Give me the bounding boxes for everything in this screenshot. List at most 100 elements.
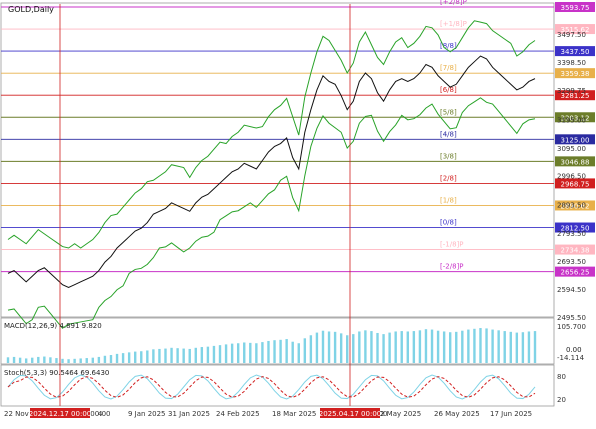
price-tick-label: 3398.50	[557, 59, 586, 67]
macd-bar	[152, 349, 155, 363]
macd-bar	[412, 331, 416, 363]
murrey-level-label: [5/8]	[440, 108, 457, 116]
macd-bar	[37, 356, 40, 363]
macd-bar	[91, 357, 95, 363]
macd-bar	[442, 331, 446, 363]
macd-bar	[448, 332, 452, 363]
macd-bar	[79, 358, 82, 363]
macd-bar	[455, 331, 458, 363]
macd-bar	[533, 331, 537, 363]
stoch-label: Stoch(5,3,3) 90.5464 69.6430	[4, 369, 109, 377]
macd-bar	[479, 328, 482, 363]
price-tick-label: 2495.50	[557, 314, 586, 322]
macd-bar	[309, 335, 313, 363]
murrey-level-value: 3281.25	[561, 92, 590, 100]
macd-bar	[200, 347, 204, 363]
macd-bar	[467, 329, 470, 363]
macd-bar	[400, 331, 403, 363]
macd-bar	[370, 331, 373, 363]
murrey-value-box	[555, 156, 595, 167]
price-tick-label: 3095.00	[557, 145, 586, 153]
macd-bar	[267, 340, 270, 363]
murrey-levels: [+2/8]P 3593.75 [+1/8]P 3515.62 [8/8] 3437.50…	[1, 0, 595, 277]
murrey-level-label: [3/8]	[440, 152, 457, 160]
date-marker-box	[320, 408, 380, 418]
macd-tick-label: -14.114	[557, 354, 585, 362]
macd-bar	[218, 345, 222, 363]
price-tick-label: 2893.50	[557, 202, 586, 210]
murrey-level-value: 2812.50	[561, 225, 590, 233]
price-tick-label: 2693.50	[557, 258, 586, 266]
murrey-level-label: [-1/8]P	[440, 241, 463, 249]
macd-bar	[497, 330, 500, 363]
macd-bar	[376, 332, 379, 363]
macd-bar	[43, 356, 46, 363]
macd-bar	[140, 351, 143, 363]
macd-bar	[121, 353, 125, 363]
macd-bar	[515, 332, 519, 363]
macd-bar	[12, 356, 16, 363]
macd-bar	[206, 346, 210, 363]
date-tick-label: 22 Nov	[4, 410, 29, 418]
date-tick-label: 31 Jan 2025	[168, 410, 210, 418]
chart-title: GOLD,Daily	[8, 5, 54, 14]
macd-bar	[315, 332, 319, 363]
price-tick-label: 3299.75	[557, 87, 586, 95]
macd-bar	[146, 350, 149, 363]
macd-bar	[521, 332, 525, 363]
murrey-level-value: 2734.38	[561, 247, 590, 255]
macd-bar	[297, 343, 300, 363]
macd-bar	[230, 343, 234, 363]
murrey-level-value: 3125.00	[561, 136, 590, 144]
macd-bar	[321, 330, 325, 363]
date-marker-label: 2024.12.17 00:00	[29, 410, 91, 418]
murrey-value-box	[555, 2, 595, 12]
macd-bar	[394, 331, 397, 363]
macd-bar	[406, 331, 409, 363]
macd-bar	[73, 358, 76, 363]
macd-bar	[418, 330, 422, 363]
axis-labels: 3497.50 3398.50 3299.75 3195.00 3095.00 2996.…	[4, 4, 586, 418]
date-tick-label: 24 Feb 2025	[216, 410, 260, 418]
price-tick-label: 2594.50	[557, 286, 586, 294]
macd-bar	[164, 348, 167, 363]
macd-bar	[485, 328, 488, 363]
murrey-value-box	[555, 90, 595, 101]
macd-bar	[249, 342, 252, 363]
macd-bar	[339, 333, 343, 363]
date-marker-label: 2025.04.17 00:00	[319, 410, 381, 418]
murrey-level-value: 3515.62	[561, 26, 590, 34]
macd-bar	[436, 330, 440, 363]
date-tick-label: 9 Jan 2025	[128, 410, 166, 418]
macd-bar	[285, 339, 288, 363]
murrey-level-label: [0/8]	[440, 219, 457, 227]
macd-bar	[134, 351, 137, 363]
price-line	[7, 55, 536, 289]
macd-bar	[18, 357, 22, 363]
macd-bar	[6, 357, 10, 363]
murrey-level-label: [4/8]	[440, 130, 457, 138]
murrey-level-label: [+1/8]P	[440, 20, 467, 28]
macd-bar	[491, 329, 494, 363]
stoch-panel	[0, 364, 555, 407]
murrey-level-label: [7/8]	[440, 64, 457, 72]
macd-bar	[346, 335, 349, 363]
macd-bar	[291, 341, 294, 363]
macd-bar	[255, 343, 258, 363]
macd-bar	[382, 334, 385, 363]
macd-bar	[85, 358, 88, 363]
stoch-main-line	[7, 374, 536, 400]
macd-bar	[97, 356, 101, 363]
macd-bar	[388, 332, 391, 363]
macd-bar	[61, 358, 64, 363]
date-tick-label: 17 Jun 2025	[490, 410, 532, 418]
murrey-value-box	[555, 134, 595, 145]
price-tick-label: 2996.50	[557, 173, 586, 181]
murrey-value-box	[555, 46, 595, 57]
date-marker-box	[30, 408, 90, 418]
date-tick-label: 2 May 2025	[380, 410, 421, 418]
price-tick-label: 2793.50	[557, 230, 586, 238]
macd-panel	[0, 317, 555, 365]
macd-bar	[327, 331, 331, 363]
macd-bar	[182, 348, 185, 363]
